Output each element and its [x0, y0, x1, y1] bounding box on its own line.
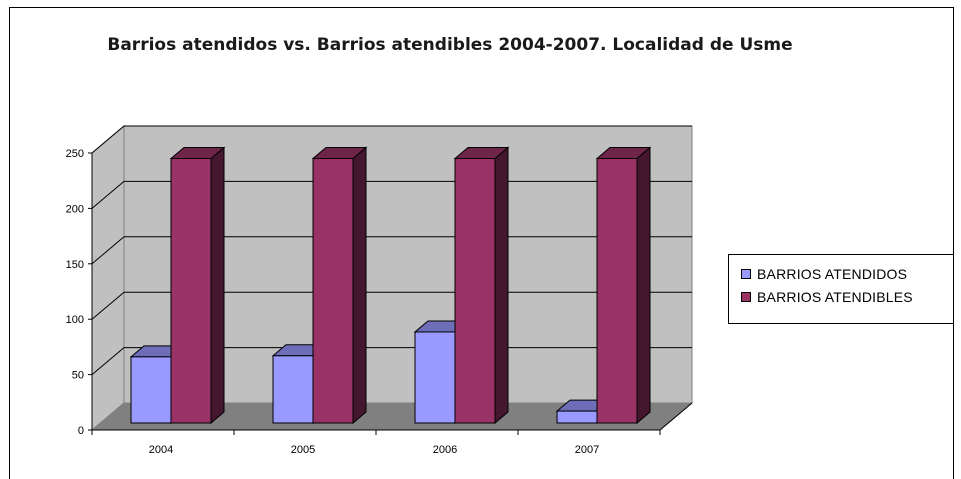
legend-label-atendidos: BARRIOS ATENDIDOS [757, 265, 908, 282]
x-tick-label-2006: 2006 [433, 444, 457, 456]
y-tick-label-50: 50 [72, 370, 84, 382]
bar-atendidos-2006 [414, 331, 456, 424]
bar-atendibles-2006 [454, 158, 496, 424]
legend-item-atendibles: BARRIOS ATENDIBLES [741, 285, 953, 308]
bar-atendibles-2004-side [210, 146, 225, 425]
y-tick-label-250: 250 [66, 148, 84, 160]
bar-atendibles-2004 [170, 158, 212, 424]
bar-atendibles-2005 [312, 158, 354, 424]
side-wall [91, 124, 125, 432]
y-tick-label-150: 150 [66, 259, 84, 271]
x-tick-label-2004: 2004 [149, 444, 173, 456]
bar-atendibles-2006-side [494, 146, 509, 425]
y-tick-label-0: 0 [78, 425, 84, 437]
legend: BARRIOS ATENDIDOS BARRIOS ATENDIBLES [728, 254, 954, 324]
legend-label-atendibles: BARRIOS ATENDIBLES [757, 288, 913, 305]
bar-atendibles-2007 [596, 158, 638, 424]
legend-item-atendidos: BARRIOS ATENDIDOS [741, 262, 953, 285]
y-tick-label-100: 100 [66, 314, 84, 326]
bar-atendidos-2004 [130, 356, 172, 424]
x-tick-label-2007: 2007 [575, 444, 599, 456]
gridline-250 [91, 125, 692, 154]
floor-edge [659, 402, 693, 431]
legend-swatch-atendibles [741, 291, 751, 302]
legend-swatch-atendidos [741, 268, 751, 279]
x-tick-label-2005: 2005 [291, 444, 315, 456]
bar-atendidos-2007 [556, 410, 598, 424]
bar-atendibles-2007-side [636, 146, 651, 425]
bar-atendidos-2005 [272, 355, 314, 424]
y-tick-label-200: 200 [66, 203, 84, 215]
bar-atendibles-2005-side [352, 146, 367, 425]
chart-title: Barrios atendidos vs. Barrios atendibles… [107, 35, 793, 55]
